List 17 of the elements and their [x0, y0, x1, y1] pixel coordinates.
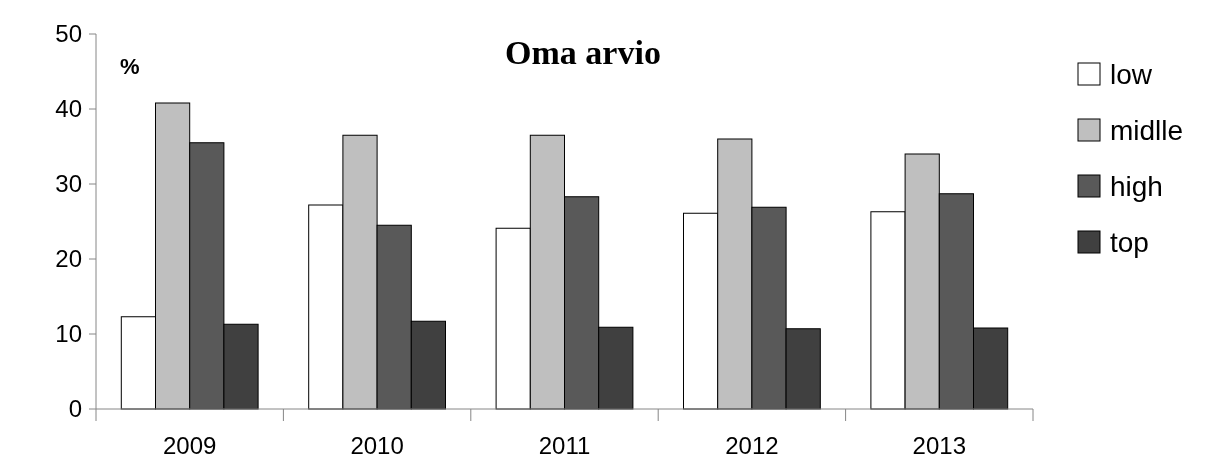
y-tick-label: 30	[55, 170, 82, 198]
y-tick-label: 0	[68, 395, 82, 423]
x-tick-label: 2011	[538, 432, 591, 459]
x-tick-label: 2013	[912, 432, 966, 459]
x-tick-label: 2009	[163, 432, 217, 459]
chart-title: Oma arvio	[505, 34, 661, 71]
x-tick-label: 2010	[350, 432, 404, 459]
y-tick-label: 10	[55, 320, 82, 348]
legend-label: high	[1110, 170, 1163, 202]
legend-label: low	[1110, 58, 1153, 90]
legend-label: top	[1110, 226, 1149, 258]
annotation: %	[120, 54, 140, 79]
x-tick-label: 2012	[725, 432, 779, 459]
legend-label: midlle	[1110, 114, 1184, 146]
y-tick-label: 20	[55, 245, 82, 273]
y-tick-label: 50	[55, 20, 82, 48]
y-tick-label: 40	[55, 95, 82, 123]
